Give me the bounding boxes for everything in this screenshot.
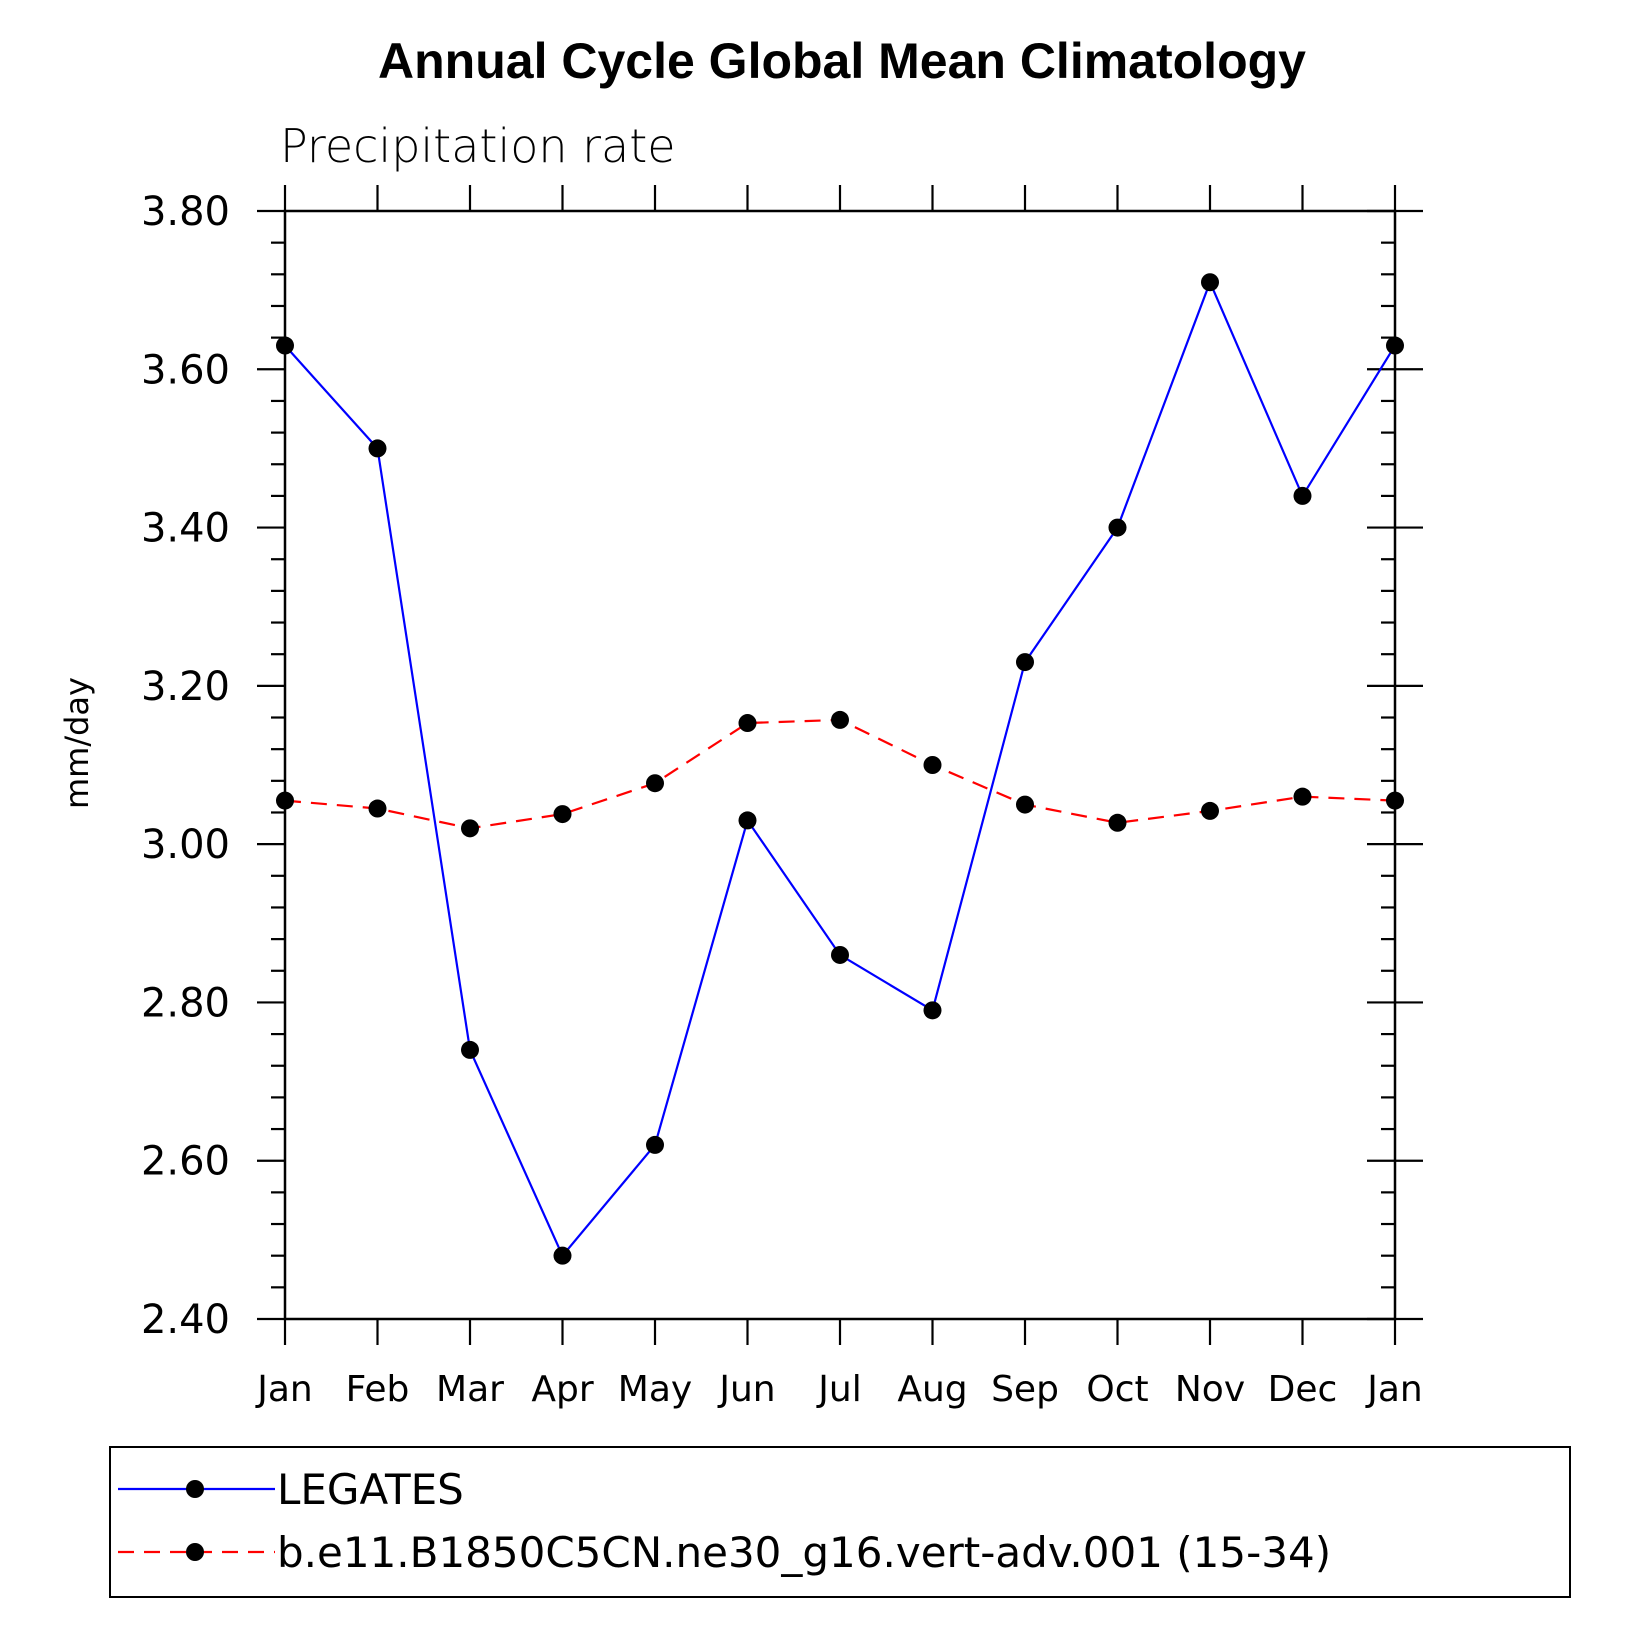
y-tick-label: 2.60 xyxy=(141,1139,230,1185)
series-1-point xyxy=(738,811,757,830)
series-2-point xyxy=(461,819,479,838)
x-tick-label: Nov xyxy=(1175,1369,1245,1410)
plot-frame xyxy=(283,209,1397,1321)
legend-marker-1 xyxy=(186,1480,204,1498)
series-1-point xyxy=(923,1001,942,1020)
series-2-point xyxy=(831,710,849,729)
legend-label-1: LEGATES xyxy=(277,1465,464,1514)
series-2-point xyxy=(1108,813,1127,832)
series-1-point xyxy=(1016,653,1034,672)
y-tick-label: 3.00 xyxy=(141,822,230,868)
legend-label-2: b.e11.B1850C5CN.ne30_g16.vert-adv.001 (1… xyxy=(277,1528,1331,1577)
x-tick-label: Aug xyxy=(897,1369,967,1410)
series-2-point xyxy=(1201,801,1219,820)
series-2-point xyxy=(738,714,757,733)
series-1-point xyxy=(553,1246,572,1265)
series-1-point xyxy=(646,1135,664,1154)
y-tick-label: 3.40 xyxy=(141,506,230,552)
y-tick-label: 2.40 xyxy=(141,1297,230,1343)
legend-marker-2 xyxy=(186,1543,204,1561)
series-line-2 xyxy=(284,718,1396,830)
series-1-point xyxy=(1293,486,1312,505)
series-2-point xyxy=(923,756,942,774)
x-tick-label: Oct xyxy=(1086,1369,1148,1410)
series-1-point xyxy=(368,439,387,458)
y-tick-label: 3.60 xyxy=(141,347,230,393)
x-tick-label: Dec xyxy=(1268,1369,1338,1410)
series-2-point xyxy=(1016,795,1034,814)
series-1-point xyxy=(1201,273,1219,292)
y-tick-label: 3.20 xyxy=(141,664,230,710)
legend: LEGATES b.e11.B1850C5CN.ne30_g16.vert-adv… xyxy=(109,1446,1571,1598)
x-tick-label: Jan xyxy=(1365,1369,1423,1410)
x-tick-label: Apr xyxy=(531,1369,593,1410)
axis-ticks xyxy=(257,185,1423,1345)
series-layer xyxy=(276,273,1404,1265)
x-tick-label: Jul xyxy=(816,1369,861,1410)
chart-subtitle: Precipitation rate xyxy=(280,119,676,173)
series-2-point xyxy=(368,799,387,818)
series-2-point xyxy=(646,774,664,793)
legend-entries: LEGATES b.e11.B1850C5CN.ne30_g16.vert-adv… xyxy=(118,1465,1331,1577)
y-tick-label: 3.80 xyxy=(141,189,230,235)
series-2-point xyxy=(1293,787,1312,806)
series-1-point xyxy=(1108,518,1127,537)
series-2-point xyxy=(553,805,572,824)
x-tick-label: May xyxy=(618,1369,692,1410)
x-tick-label: Jun xyxy=(717,1369,775,1410)
series-1-point xyxy=(461,1040,479,1059)
axis-tick-labels: Jan Feb Mar Apr May Jun Jul Aug Sep Oct Nov Dec Jan 2… xyxy=(141,189,1423,1410)
x-tick-label: Mar xyxy=(436,1369,504,1410)
series-1-point xyxy=(831,945,849,964)
y-axis-label: mm/day xyxy=(58,677,96,809)
x-tick-label: Sep xyxy=(991,1369,1059,1410)
legend-box xyxy=(109,1446,1571,1598)
x-tick-label: Feb xyxy=(346,1369,410,1410)
chart-title: Annual Cycle Global Mean Climatology xyxy=(378,33,1306,89)
y-tick-label: 2.80 xyxy=(141,980,230,1026)
x-tick-label: Jan xyxy=(255,1369,313,1410)
series-line-1 xyxy=(284,279,1396,1258)
